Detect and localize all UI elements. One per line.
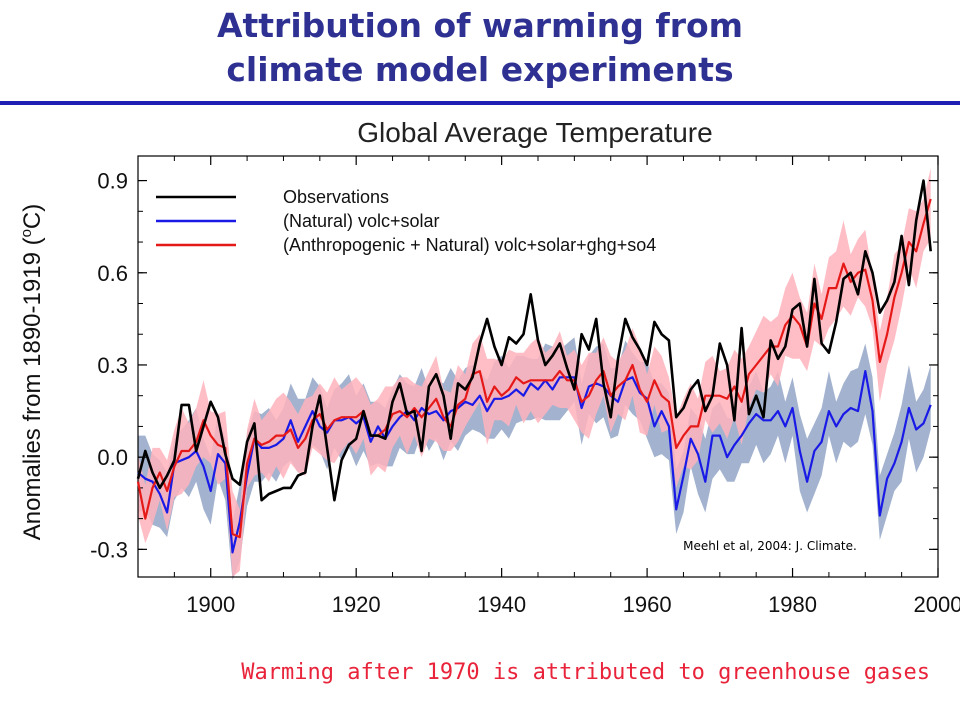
- slide-title-line-2: climate model experiments: [226, 50, 734, 89]
- x-tick-label: 2000: [914, 592, 960, 617]
- x-tick-label: 1900: [186, 592, 235, 617]
- conclusion-caption: Warming after 1970 is attributed to gree…: [241, 660, 930, 685]
- y-tick-label: -0.3: [90, 537, 128, 562]
- y-tick-label: 0.9: [97, 169, 128, 194]
- uncertainty-band-anthropogenic: [138, 168, 931, 578]
- plot-area: -0.3 0.0 0.3 0.6 0.9 1900 1920 1940 1960 1980 2000…: [18, 155, 960, 617]
- legend-label: Observations: [283, 187, 389, 207]
- x-tick-label: 1920: [332, 592, 381, 617]
- y-tick-label: 0.6: [97, 261, 128, 286]
- x-tick-label: 1980: [768, 592, 817, 617]
- y-tick-label: 0.3: [97, 353, 128, 378]
- series-line-natural: [137, 370, 932, 554]
- legend-label: (Anthropogenic + Natural) volc+solar+ghg…: [283, 235, 656, 255]
- slide-title-line-1: Attribution of warming from: [216, 6, 744, 45]
- citation-annotation: Meehl et al, 2004: J. Climate.: [683, 539, 857, 553]
- x-tick-label: 1940: [477, 592, 526, 617]
- global-temperature-chart: Global Average Temperature -0.3 0.0 0.3 0.6…: [18, 117, 960, 617]
- y-axis-label: Anomalies from 1890-1919 (oC): [18, 204, 46, 541]
- series-line-anthropogenic: [136, 198, 932, 539]
- title-divider: [0, 101, 960, 105]
- slide-title: Attribution of warming from climate mode…: [0, 4, 960, 92]
- legend-label: (Natural) volc+solar: [283, 211, 440, 231]
- x-tick-label: 1960: [623, 592, 672, 617]
- chart-title: Global Average Temperature: [357, 117, 712, 148]
- series-line-observations: [136, 179, 932, 502]
- y-tick-label: 0.0: [97, 445, 128, 470]
